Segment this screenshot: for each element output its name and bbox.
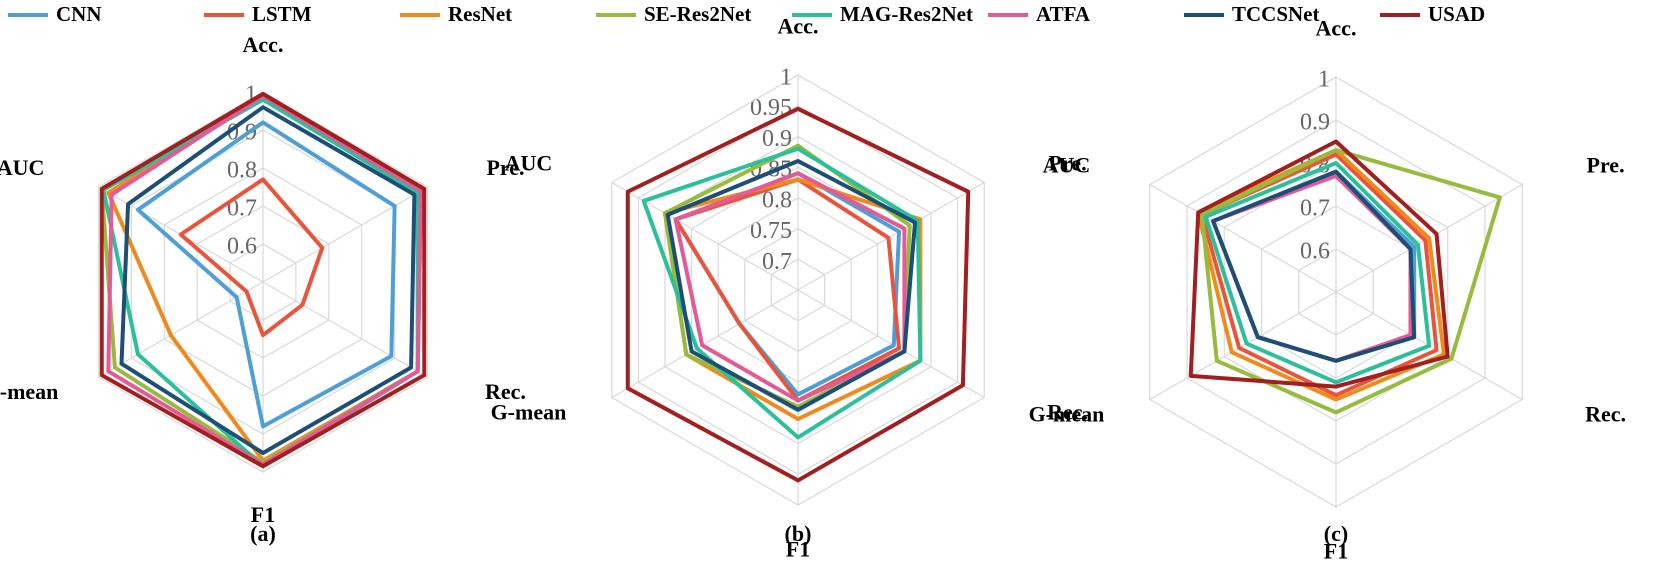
axis-label: G-mean xyxy=(1029,402,1105,427)
legend-label: USAD xyxy=(1428,2,1485,26)
spoke xyxy=(797,289,985,399)
r-tick-label: 0.8 xyxy=(227,158,257,184)
axis-label: Rec. xyxy=(1585,402,1626,427)
legend-label: SE-Res2Net xyxy=(644,2,751,26)
caption: (a) xyxy=(250,521,276,546)
axis-label: Pre. xyxy=(1049,151,1087,176)
legend-label: TCCSNet xyxy=(1232,2,1320,26)
caption: (b) xyxy=(785,521,812,546)
r-tick-label: 1 xyxy=(1318,67,1330,93)
axis-label: Acc. xyxy=(1316,16,1357,41)
series-polygon xyxy=(673,171,907,403)
axis-label: F1 xyxy=(786,536,810,561)
axis-label: Rec. xyxy=(1047,400,1088,425)
r-tick-label: 0.8 xyxy=(762,187,792,213)
axis-label: Acc. xyxy=(778,14,819,39)
axis-label: AUC xyxy=(0,155,44,180)
series-polygon xyxy=(625,106,971,483)
r-tick-label: 0.75 xyxy=(750,218,792,244)
r-tick-label: 0.9 xyxy=(1300,110,1330,136)
series-polygon xyxy=(1199,148,1502,415)
legend-label: LSTM xyxy=(252,2,312,26)
spoke xyxy=(262,186,428,283)
series-polygon xyxy=(641,146,923,440)
series-polygon xyxy=(665,159,918,412)
r-tick-label: 1 xyxy=(780,65,792,91)
r-tick-label: 0.6 xyxy=(227,234,257,260)
axis-label: F1 xyxy=(1324,538,1348,563)
series-polygon xyxy=(1188,139,1450,389)
axis-label: F1 xyxy=(251,502,275,527)
series-polygon xyxy=(1211,169,1417,363)
r-tick-label: 0.7 xyxy=(1300,196,1330,222)
caption: (c) xyxy=(1324,521,1348,546)
series-polygon xyxy=(99,91,427,469)
spoke xyxy=(1149,183,1337,293)
legend-label: ATFA xyxy=(1036,2,1091,26)
spoke xyxy=(262,281,428,378)
axis-label: Pre. xyxy=(1587,153,1625,178)
series-polygon xyxy=(178,177,325,338)
r-tick-label: 0.9 xyxy=(762,126,792,152)
legend-label: MAG-Res2Net xyxy=(840,2,973,26)
axis-label: G-mean xyxy=(0,379,58,404)
spoke xyxy=(797,181,985,291)
r-tick-label: 0.6 xyxy=(1300,239,1330,265)
spoke xyxy=(1149,291,1337,401)
legend-label: ResNet xyxy=(448,2,512,26)
axis-label: Pre. xyxy=(486,155,524,180)
series-polygon xyxy=(1203,161,1432,385)
axis-label: Rec. xyxy=(485,379,526,404)
series-polygon xyxy=(663,143,912,409)
spoke xyxy=(611,289,799,399)
series-polygon xyxy=(119,105,417,455)
axis-label: G-mean xyxy=(491,400,567,425)
axis-label: Acc. xyxy=(243,32,284,57)
axis-label: AUC xyxy=(1043,153,1091,178)
r-tick-label: 0.7 xyxy=(762,249,792,275)
series-polygon xyxy=(135,120,397,429)
legend-label: CNN xyxy=(56,2,102,26)
axis-label: AUC xyxy=(505,151,553,176)
